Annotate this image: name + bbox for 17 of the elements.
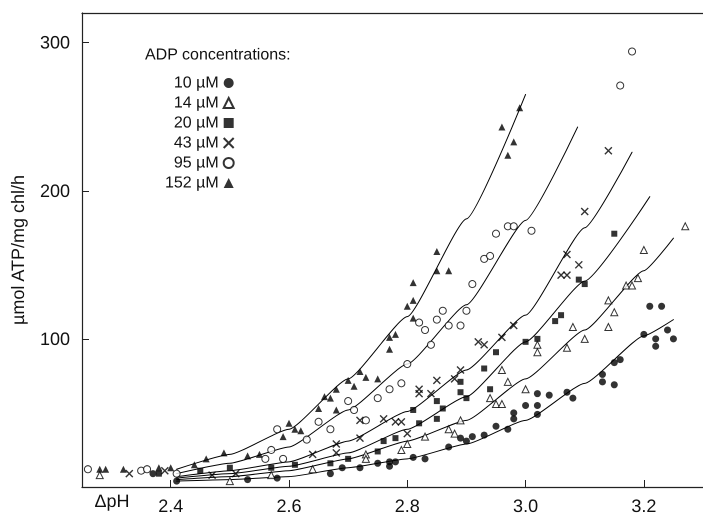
x-tick-label: 3.0 — [513, 496, 538, 516]
y-tick-label: 200 — [40, 180, 70, 201]
legend-label: 95 µM — [174, 154, 219, 172]
x-tick-label: 2.8 — [394, 496, 420, 516]
x-axis-title: ΔpH — [94, 491, 130, 511]
legend-label: 10 µM — [174, 74, 219, 92]
x-tick-label: 2.4 — [158, 496, 184, 516]
legend-label: 152 µM — [165, 174, 219, 192]
y-tick-label: 300 — [40, 32, 70, 53]
y-axis-title: µmol ATP/mg chl/h — [8, 174, 28, 326]
y-tick-label: 100 — [40, 328, 70, 349]
legend-label: 14 µM — [174, 94, 219, 112]
x-tick-label: 2.6 — [276, 496, 302, 516]
x-tick-label: 3.2 — [631, 496, 656, 516]
legend-title: ADP concentrations: — [145, 46, 291, 64]
legend-label: 20 µM — [174, 114, 219, 132]
legend-label: 43 µM — [174, 134, 219, 152]
